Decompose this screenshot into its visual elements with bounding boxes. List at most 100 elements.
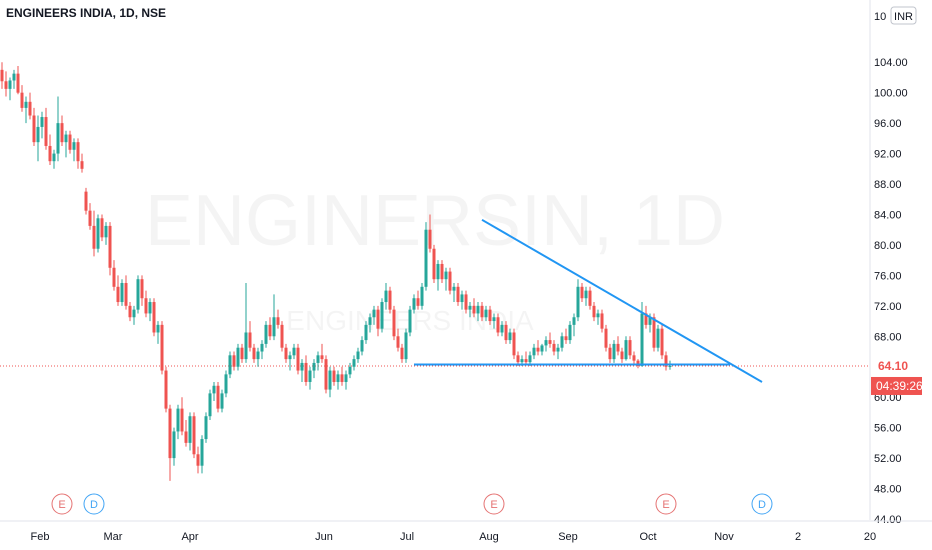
candle: [492, 313, 496, 329]
candle: [112, 260, 116, 291]
candle-body: [264, 324, 268, 344]
candle-body: [432, 248, 436, 280]
price-tick-label: 52.00: [874, 453, 902, 465]
candle-body: [584, 290, 588, 299]
candle-body: [32, 115, 36, 143]
candle: [476, 302, 480, 322]
candle-body: [532, 347, 536, 356]
candle: [256, 347, 260, 367]
candle: [576, 279, 580, 322]
candle: [68, 130, 72, 154]
candle: [372, 305, 376, 325]
candle-body: [644, 313, 648, 325]
candle-body: [456, 286, 460, 303]
candle-body: [88, 210, 92, 226]
candle: [352, 355, 356, 371]
candle: [12, 69, 16, 89]
candle-body: [340, 374, 344, 382]
candle-body: [416, 298, 420, 306]
candle-body: [192, 416, 196, 455]
candle: [8, 77, 12, 101]
currency-badge: [890, 6, 917, 25]
candle-body: [24, 101, 28, 108]
candle-body: [552, 343, 556, 352]
candle: [588, 286, 592, 310]
candle-body: [108, 225, 112, 268]
price-tick-label: 84.00: [874, 209, 902, 221]
candle-body: [508, 332, 512, 341]
candle: [564, 328, 568, 344]
candle: [64, 130, 68, 158]
candle-body: [376, 309, 380, 329]
candle: [384, 283, 388, 310]
candle: [496, 313, 500, 337]
candle: [488, 305, 492, 325]
candle-body: [128, 305, 132, 318]
candle-body: [372, 309, 376, 318]
candle-body: [332, 370, 336, 382]
candle-body: [388, 290, 392, 310]
candle: [420, 283, 424, 310]
candle-body: [20, 92, 24, 108]
candle-body: [208, 393, 212, 417]
candle: [292, 343, 296, 360]
candle-body: [8, 80, 12, 89]
candle-body: [420, 286, 424, 306]
candle-body: [152, 302, 156, 333]
candle: [304, 355, 308, 386]
event-marker-circle: [83, 493, 105, 515]
candle: [380, 298, 384, 333]
candle: [460, 290, 464, 310]
candle: [308, 366, 312, 390]
candle: [568, 321, 572, 344]
candle-body: [632, 355, 636, 361]
event-marker-circle: [51, 493, 73, 515]
candle-body: [40, 117, 44, 127]
candle-body: [292, 347, 296, 356]
candle-body: [48, 145, 52, 162]
candle: [312, 359, 316, 379]
candle: [156, 321, 160, 344]
candle: [228, 351, 232, 379]
price-tick-label: 72.00: [874, 301, 902, 313]
candle: [240, 343, 244, 363]
candle-body: [548, 340, 552, 344]
candle-body: [404, 332, 408, 360]
candle: [180, 397, 184, 436]
candle-body: [60, 123, 64, 143]
candle-body: [460, 294, 464, 303]
candle: [96, 214, 100, 253]
candle: [524, 351, 528, 365]
candle-body: [216, 385, 220, 409]
candle: [208, 389, 212, 421]
candle-body: [284, 347, 288, 360]
candle-body: [368, 317, 372, 325]
candle-body: [572, 317, 576, 325]
candle-body: [504, 324, 508, 341]
earnings-marker: E: [655, 493, 677, 515]
candle: [88, 203, 92, 230]
candle-body: [476, 305, 480, 314]
candle-body: [300, 362, 304, 371]
candle-body: [228, 355, 232, 375]
candle-body: [84, 191, 88, 211]
candle-body: [648, 317, 652, 325]
candle: [608, 343, 612, 363]
candle-body: [540, 345, 544, 352]
event-marker-circle: [655, 493, 677, 515]
candle: [596, 309, 600, 325]
candle: [264, 321, 268, 348]
candle: [600, 309, 604, 333]
candle: [368, 313, 372, 333]
candle-body: [364, 324, 368, 341]
candle-body: [176, 408, 180, 432]
candle: [328, 366, 332, 398]
candle-body: [336, 374, 340, 382]
candle: [244, 283, 248, 363]
candle: [204, 412, 208, 443]
candle-body: [356, 351, 360, 360]
candle: [0, 62, 4, 89]
candle-body: [612, 343, 616, 360]
